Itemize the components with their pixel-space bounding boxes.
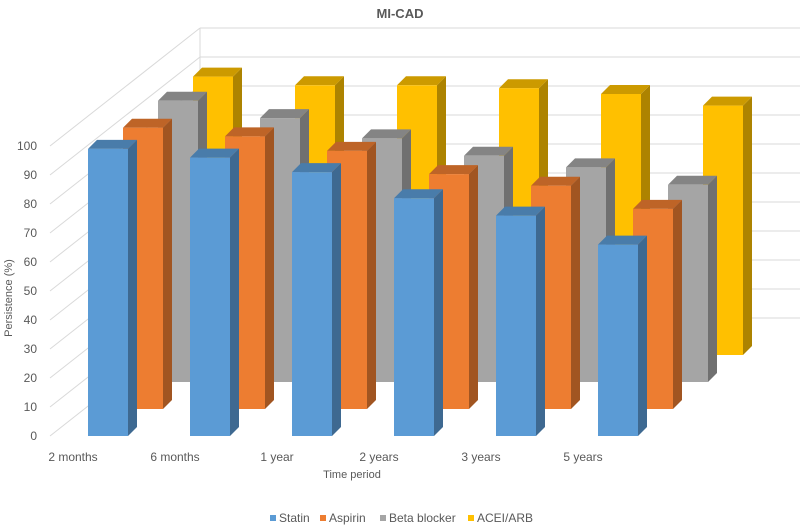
y-tick-label: 30 bbox=[24, 342, 38, 356]
x-tick-label: 6 months bbox=[150, 450, 199, 464]
y-tick-label: 20 bbox=[24, 371, 38, 385]
x-axis-label: Time period bbox=[323, 469, 381, 481]
y-tick-label: 70 bbox=[24, 226, 38, 240]
legend-label: Beta blocker bbox=[389, 511, 456, 525]
y-tick-label: 80 bbox=[24, 197, 38, 211]
legend-item: ACEI/ARB bbox=[468, 511, 533, 525]
bar-statin-6-months bbox=[190, 148, 239, 436]
bar-statin-5-years bbox=[598, 235, 647, 436]
x-tick-label: 1 year bbox=[260, 450, 293, 464]
legend: Statin Aspirin Beta blocker ACEI/ARB bbox=[270, 511, 533, 525]
y-tick-label: 90 bbox=[24, 168, 38, 182]
legend-swatch bbox=[270, 515, 276, 521]
y-axis-ticks: 0 10 20 30 40 50 60 70 80 90 100 bbox=[17, 139, 37, 443]
legend-swatch bbox=[468, 515, 474, 521]
legend-swatch bbox=[380, 515, 386, 521]
legend-item: Beta blocker bbox=[380, 511, 456, 525]
chart-bars bbox=[88, 67, 752, 436]
y-tick-label: 100 bbox=[17, 139, 37, 153]
legend-item: Statin bbox=[270, 511, 310, 525]
y-tick-label: 50 bbox=[24, 284, 38, 298]
legend-item: Aspirin bbox=[320, 511, 366, 525]
x-tick-label: 3 years bbox=[461, 450, 500, 464]
y-tick-label: 60 bbox=[24, 255, 38, 269]
x-tick-label: 2 years bbox=[359, 450, 398, 464]
legend-label: ACEI/ARB bbox=[477, 511, 533, 525]
legend-label: Aspirin bbox=[329, 511, 366, 525]
legend-swatch bbox=[320, 515, 326, 521]
y-axis-label: Persistence (%) bbox=[3, 259, 15, 337]
legend-label: Statin bbox=[279, 511, 310, 525]
y-tick-label: 10 bbox=[24, 400, 38, 414]
gridline-depth bbox=[49, 56, 201, 176]
y-tick-label: 0 bbox=[30, 429, 37, 443]
gridline-depth bbox=[49, 27, 201, 147]
bar-statin-2-months bbox=[88, 139, 137, 436]
x-tick-label: 2 months bbox=[48, 450, 97, 464]
bar-statin-2-years bbox=[394, 189, 443, 436]
y-tick-label: 40 bbox=[24, 313, 38, 327]
bar-statin-3-years bbox=[496, 206, 545, 436]
x-tick-label: 5 years bbox=[563, 450, 602, 464]
bar-statin-1-year bbox=[292, 163, 341, 436]
x-axis-ticks: 2 months 6 months 1 year 2 years 3 years 5 ye… bbox=[48, 450, 602, 464]
chart-title: MI-CAD bbox=[377, 6, 424, 21]
